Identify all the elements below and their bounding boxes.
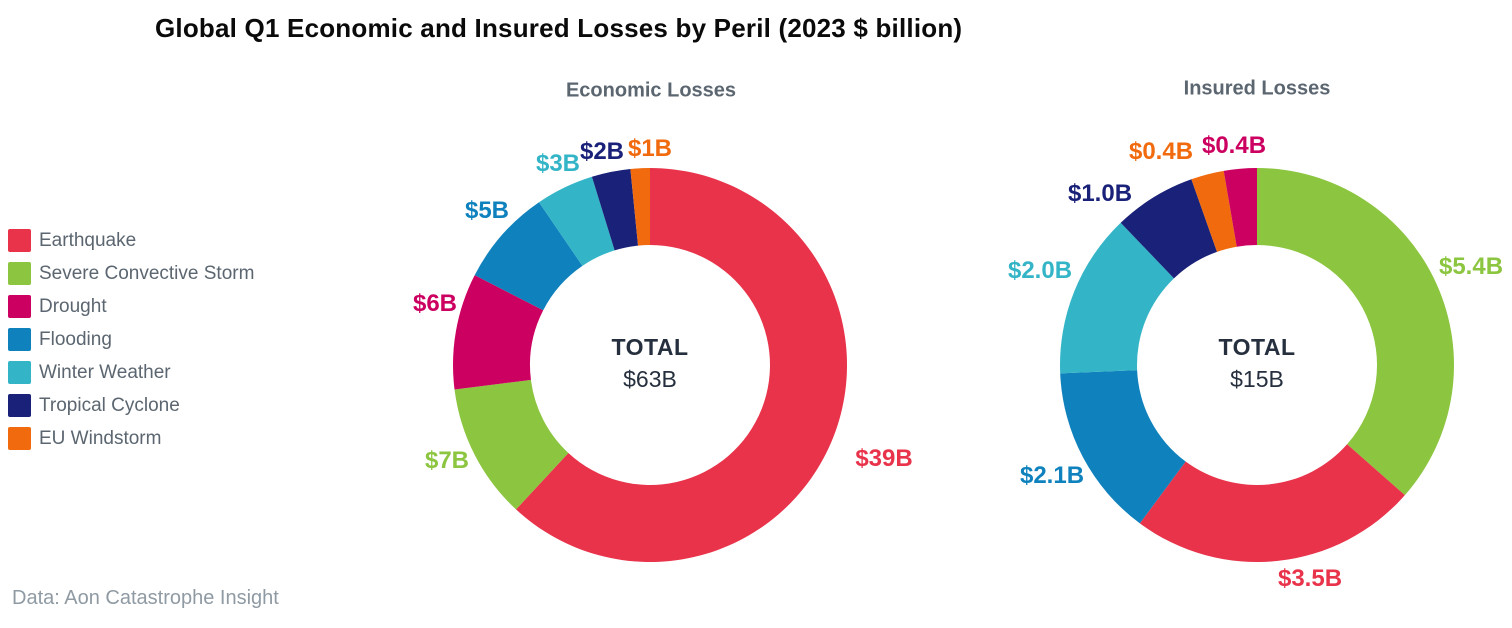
- center-total-value: $63B: [623, 366, 677, 392]
- donut-segment-drought: [453, 275, 544, 390]
- legend-swatch-tropical-cyclone: [8, 394, 31, 417]
- donut-segment-flooding: [1060, 370, 1186, 524]
- legend-swatch-winter-weather: [8, 361, 31, 384]
- slice-label-flooding: $5B: [464, 197, 510, 224]
- legend-item-drought: Drought: [8, 295, 254, 318]
- legend-item-tropical-cyclone: Tropical Cyclone: [8, 394, 254, 417]
- donut-segment-drought: [1223, 168, 1257, 247]
- slice-label-earthquake: $3.5B: [1277, 565, 1343, 592]
- donut-segment-earthquake: [1139, 444, 1405, 562]
- slice-label-eu-windstorm: $1B: [627, 135, 673, 162]
- legend-swatch-drought: [8, 295, 31, 318]
- legend-item-label: Tropical Cyclone: [39, 394, 180, 416]
- donut-segment-tropical-cyclone: [591, 168, 639, 251]
- slice-label-tropical-cyclone: $2B: [579, 138, 625, 165]
- center-total-label: TOTAL: [1218, 334, 1296, 360]
- legend-swatch-flooding: [8, 328, 31, 351]
- donut-segment-flooding: [474, 202, 583, 311]
- donut-center-economic-losses: TOTAL $63B: [611, 331, 688, 395]
- donut-center-insured-losses: TOTAL $15B: [1218, 331, 1295, 395]
- center-total-label: TOTAL: [611, 334, 689, 360]
- legend-item-eu-windstorm: EU Windstorm: [8, 427, 254, 450]
- donut-segment-eu-windstorm: [1191, 170, 1237, 252]
- legend-item-label: Severe Convective Storm: [39, 262, 255, 284]
- donut-segment-severe-convective-storm: [1257, 168, 1454, 496]
- legend-swatch-severe-convective-storm: [8, 262, 31, 285]
- slice-label-drought: $6B: [412, 290, 458, 317]
- slice-label-flooding: $2.1B: [1019, 462, 1085, 489]
- legend-item-label: Earthquake: [39, 229, 137, 251]
- legend-item-label: EU Windstorm: [39, 427, 162, 449]
- slice-label-winter-weather: $2.0B: [1007, 257, 1073, 284]
- legend-item-winter-weather: Winter Weather: [8, 361, 254, 384]
- legend-item-earthquake: Earthquake: [8, 229, 254, 252]
- slice-label-severe-convective-storm: $7B: [424, 447, 470, 474]
- center-total-value: $15B: [1230, 366, 1284, 392]
- slice-label-severe-convective-storm: $5.4B: [1438, 253, 1504, 280]
- slice-label-eu-windstorm: $0.4B: [1128, 138, 1194, 165]
- page-title: Global Q1 Economic and Insured Losses by…: [155, 13, 963, 43]
- donut-segment-winter-weather: [539, 176, 615, 266]
- chart-subtitle-economic-losses: Economic Losses: [565, 79, 737, 102]
- legend-item-flooding: Flooding: [8, 328, 254, 351]
- legend-item-label: Drought: [39, 295, 107, 317]
- chart-subtitle-insured-losses: Insured Losses: [1183, 77, 1331, 100]
- donut-segment-winter-weather: [1060, 222, 1174, 374]
- legend-swatch-earthquake: [8, 229, 31, 252]
- donut-economic-losses: [453, 168, 848, 562]
- legend-item-severe-convective-storm: Severe Convective Storm: [8, 262, 254, 285]
- legend-swatch-eu-windstorm: [8, 427, 31, 450]
- slice-label-drought: $0.4B: [1201, 132, 1267, 159]
- slice-label-earthquake: $39B: [855, 445, 913, 472]
- legend-item-label: Flooding: [39, 328, 112, 350]
- slice-label-tropical-cyclone: $1.0B: [1067, 180, 1133, 207]
- donut-segment-severe-convective-storm: [454, 379, 569, 510]
- legend-item-label: Winter Weather: [39, 361, 171, 383]
- slice-label-winter-weather: $3B: [535, 150, 581, 177]
- donut-segment-eu-windstorm: [630, 168, 650, 246]
- legend: Earthquake Severe Convective Storm Drought…: [8, 229, 254, 450]
- donut-segment-tropical-cyclone: [1120, 179, 1218, 279]
- donut-segment-earthquake: [516, 168, 848, 562]
- data-source-note: Data: Aon Catastrophe Insight: [12, 587, 279, 609]
- donut-insured-losses: [1060, 168, 1454, 562]
